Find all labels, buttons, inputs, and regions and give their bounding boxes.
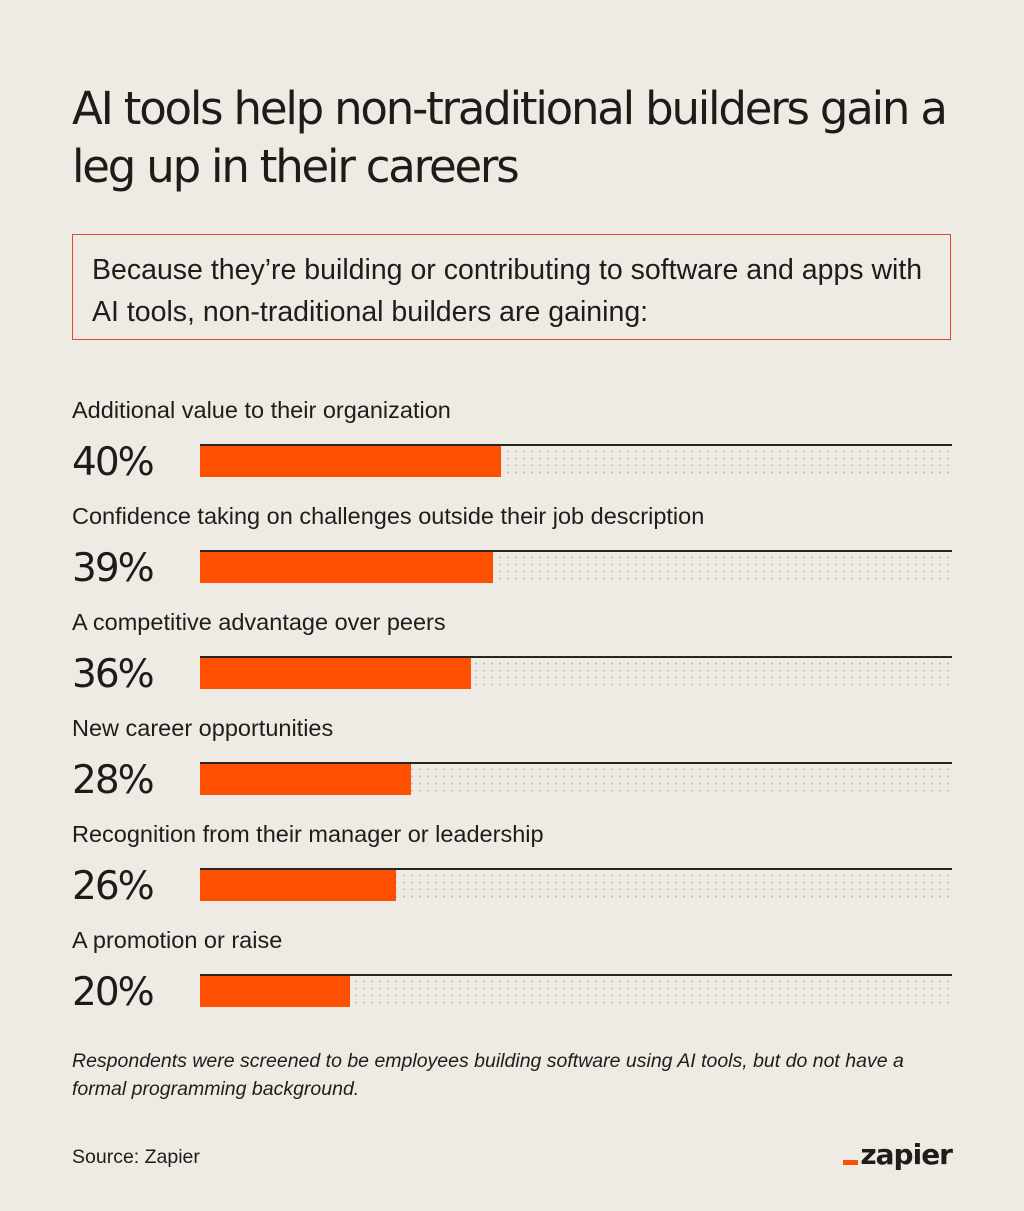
logo-underscore-icon	[843, 1160, 859, 1165]
value-label: 20%	[72, 970, 155, 1015]
bar	[200, 870, 396, 901]
bar-track-line	[200, 974, 952, 976]
value-label: 40%	[72, 440, 155, 485]
bar-track-line	[200, 444, 952, 446]
source-text: Source: Zapier	[72, 1146, 200, 1168]
value-label: 26%	[72, 864, 155, 909]
bar	[200, 976, 351, 1007]
value-label: 39%	[72, 546, 155, 591]
zapier-logo: zapier	[843, 1138, 953, 1171]
callout-box: Because they’re building or contributing…	[72, 234, 951, 340]
bar	[200, 552, 494, 583]
category-label: New career opportunities	[72, 715, 334, 741]
bar	[200, 658, 471, 689]
bar-chart: Additional value to their organization 40…	[72, 397, 952, 1015]
bar-track-line	[200, 868, 952, 870]
logo-wordmark: zapier	[860, 1138, 953, 1171]
value-label: 28%	[72, 758, 155, 803]
bar-track-line	[200, 762, 952, 764]
category-label: Recognition from their manager or leader…	[72, 821, 544, 847]
chart-title: AI tools help non-traditional builders g…	[72, 82, 948, 193]
bar	[200, 446, 501, 477]
bar-track-line	[200, 550, 952, 552]
bar	[200, 764, 411, 795]
value-label: 36%	[72, 652, 155, 697]
footnote: Respondents were screened to be employee…	[72, 1050, 904, 1100]
category-label: Additional value to their organization	[72, 397, 451, 423]
category-label: A competitive advantage over peers	[72, 609, 446, 635]
bar-track-line	[200, 656, 952, 658]
category-label: A promotion or raise	[72, 927, 283, 953]
category-label: Confidence taking on challenges outside …	[72, 503, 705, 529]
